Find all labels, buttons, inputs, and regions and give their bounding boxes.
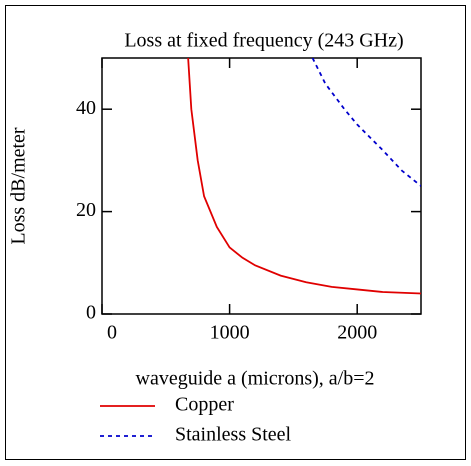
x-tick-label: 0 [107, 322, 117, 344]
series-line [311, 58, 421, 187]
plot-frame [101, 57, 422, 315]
x-tick-label: 1000 [210, 322, 250, 344]
y-tick-label: 0 [86, 302, 96, 324]
frame [5, 5, 466, 460]
legend-label: Stainless Steel [175, 424, 292, 446]
chart-title: Loss at fixed frequency (243 GHz) [124, 30, 403, 52]
y-axis-label: Loss dB/meter [8, 127, 30, 245]
x-axis-label: waveguide a (microns), a/b=2 [136, 368, 375, 390]
legend-label: Copper [175, 394, 234, 416]
x-tick-label: 2000 [337, 322, 377, 344]
series-line [187, 58, 421, 295]
y-tick-label: 20 [76, 199, 96, 221]
y-tick-label: 40 [76, 97, 96, 119]
